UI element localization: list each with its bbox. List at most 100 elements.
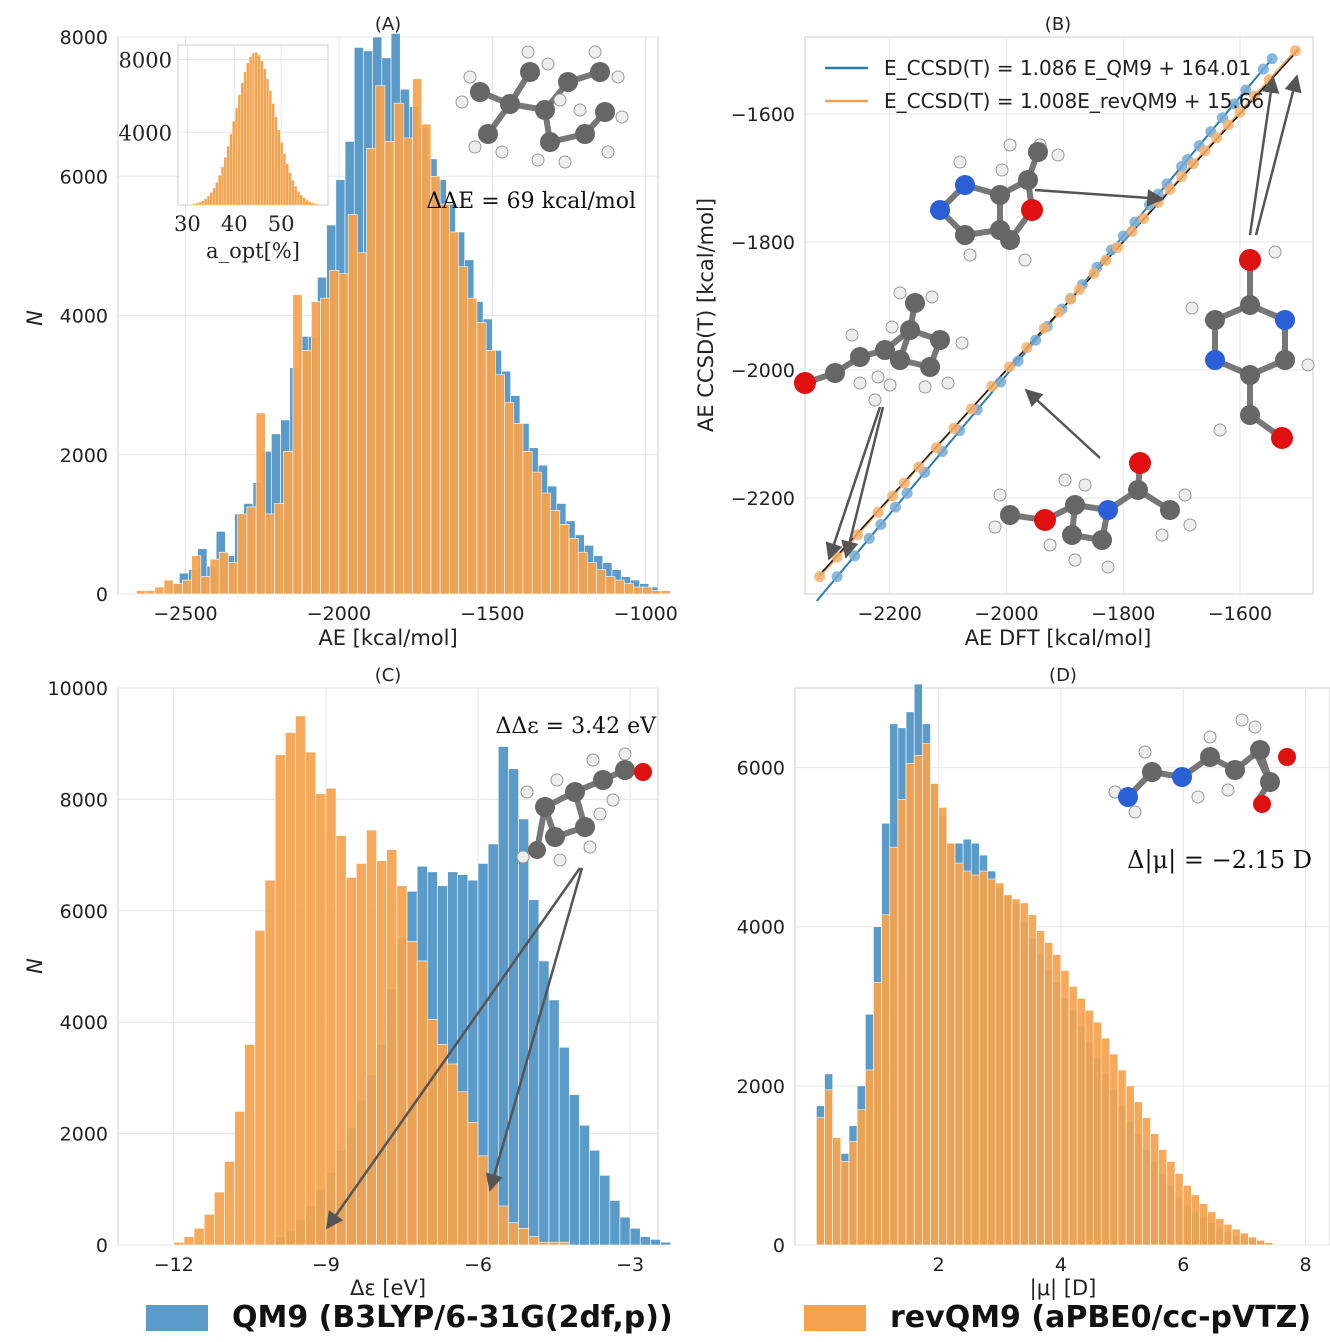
bar-revqm9 bbox=[1150, 1133, 1160, 1246]
x-tick-label: 2 bbox=[933, 1254, 945, 1276]
bar-revqm9 bbox=[301, 350, 312, 595]
bar-qm9 bbox=[508, 768, 519, 1246]
arrow-b2a bbox=[1248, 75, 1280, 236]
bar-revqm9 bbox=[513, 423, 524, 595]
bar-revqm9 bbox=[403, 137, 413, 595]
point-qm9 bbox=[1030, 334, 1042, 346]
panel-b-title: (B) bbox=[1045, 14, 1071, 35]
bar-revqm9 bbox=[274, 754, 286, 1246]
bar-revqm9 bbox=[550, 510, 561, 595]
bar-qm9 bbox=[497, 746, 509, 1246]
point-revqm9 bbox=[898, 477, 910, 489]
bar-revqm9 bbox=[315, 793, 327, 1246]
bar-revqm9 bbox=[1133, 1101, 1143, 1246]
point-qm9 bbox=[1129, 216, 1141, 228]
bar-revqm9 bbox=[209, 558, 220, 595]
molecule-a-picture bbox=[455, 45, 629, 169]
legend-item-qm9: QM9 (B3LYP/6-31G(2df,p)) bbox=[146, 1300, 673, 1335]
point-qm9 bbox=[1257, 63, 1269, 75]
bar-revqm9 bbox=[214, 1191, 225, 1246]
inset-bar bbox=[285, 163, 289, 206]
bar-qm9 bbox=[579, 1124, 590, 1246]
bar-revqm9 bbox=[633, 586, 643, 595]
inset-bar bbox=[235, 107, 239, 206]
x-tick-label: −2500 bbox=[153, 603, 217, 625]
bar-revqm9 bbox=[430, 175, 441, 595]
bar-revqm9 bbox=[375, 85, 386, 595]
y-tick-label: 6000 bbox=[60, 166, 108, 188]
arrow-c2 bbox=[485, 867, 584, 1192]
x-tick-label: 6 bbox=[1177, 1254, 1189, 1276]
molecule-d-picture bbox=[1108, 713, 1296, 819]
y-tick-label: 4000 bbox=[737, 917, 785, 939]
point-revqm9 bbox=[1222, 119, 1234, 131]
bar-revqm9 bbox=[439, 203, 450, 595]
bar-revqm9 bbox=[191, 555, 202, 595]
bar-revqm9 bbox=[946, 842, 956, 1246]
bar-revqm9 bbox=[538, 1241, 550, 1246]
inset-bar bbox=[251, 52, 256, 206]
inset-y-tick-label: 4000 bbox=[119, 121, 172, 145]
x-tick-label: −1800 bbox=[1091, 603, 1155, 625]
panel-c-arrows bbox=[325, 867, 584, 1230]
bar-revqm9 bbox=[292, 294, 303, 595]
x-tick-label: −1000 bbox=[614, 603, 678, 625]
bar-qm9 bbox=[518, 818, 530, 1246]
y-tick-label: 6000 bbox=[737, 758, 785, 780]
panel-a-title: (A) bbox=[375, 14, 401, 35]
point-revqm9 bbox=[1199, 145, 1211, 157]
point-qm9 bbox=[890, 501, 902, 513]
point-revqm9 bbox=[814, 571, 826, 583]
bar-revqm9 bbox=[995, 882, 1005, 1246]
bar-revqm9 bbox=[651, 590, 662, 595]
y-tick-label: 2000 bbox=[737, 1076, 785, 1098]
point-revqm9 bbox=[1164, 183, 1176, 195]
bar-revqm9 bbox=[173, 1241, 185, 1246]
bar-qm9 bbox=[619, 1216, 631, 1246]
inset-bar bbox=[316, 203, 320, 206]
point-revqm9 bbox=[948, 422, 960, 434]
bar-revqm9 bbox=[922, 743, 931, 1246]
bar-revqm9 bbox=[605, 576, 616, 595]
bar-revqm9 bbox=[930, 783, 939, 1246]
bar-revqm9 bbox=[1223, 1224, 1233, 1246]
bar-revqm9 bbox=[905, 763, 915, 1246]
bar-revqm9 bbox=[218, 551, 229, 595]
inset-bar bbox=[237, 94, 241, 206]
inset-bar bbox=[240, 82, 244, 206]
point-revqm9 bbox=[913, 461, 925, 473]
inset-bar bbox=[215, 182, 219, 206]
inset-x-tick-label: 40 bbox=[221, 212, 248, 236]
inset-bar bbox=[201, 200, 205, 206]
point-revqm9 bbox=[1065, 293, 1077, 305]
bar-qm9 bbox=[650, 1239, 661, 1246]
bar-revqm9 bbox=[285, 732, 296, 1246]
point-revqm9 bbox=[1289, 45, 1301, 57]
bar-revqm9 bbox=[366, 148, 377, 595]
point-qm9 bbox=[863, 532, 875, 544]
bar-revqm9 bbox=[1256, 1239, 1265, 1246]
panel-d: 2 4 6 8 0 2000 4000 6000 bbox=[737, 683, 1330, 1276]
bar-revqm9 bbox=[283, 450, 294, 595]
legend-item-revqm9: revQM9 (aPBE0/cc-pVTZ) bbox=[804, 1300, 1311, 1335]
point-revqm9 bbox=[1111, 242, 1123, 254]
y-tick-label: 4000 bbox=[60, 1012, 108, 1034]
point-revqm9 bbox=[852, 529, 864, 541]
x-tick-label: −1600 bbox=[1208, 603, 1272, 625]
bar-revqm9 bbox=[376, 860, 388, 1246]
bar-revqm9 bbox=[347, 214, 358, 595]
point-qm9 bbox=[1012, 355, 1024, 367]
panel-d-title: (D) bbox=[1049, 665, 1077, 686]
inset-bar bbox=[260, 60, 264, 206]
panel-b: −2200 −2000 −1800 −1600 −2200 −2000 −1800 −1600 bbox=[731, 36, 1314, 625]
inset-bar bbox=[220, 166, 225, 206]
point-qm9 bbox=[849, 550, 861, 562]
bar-revqm9 bbox=[1085, 1009, 1094, 1246]
bar-revqm9 bbox=[1003, 894, 1013, 1246]
bar-revqm9 bbox=[386, 849, 398, 1246]
inset-bar bbox=[192, 203, 196, 206]
bar-revqm9 bbox=[447, 1063, 459, 1246]
point-revqm9 bbox=[1053, 306, 1065, 318]
point-revqm9 bbox=[887, 490, 899, 502]
